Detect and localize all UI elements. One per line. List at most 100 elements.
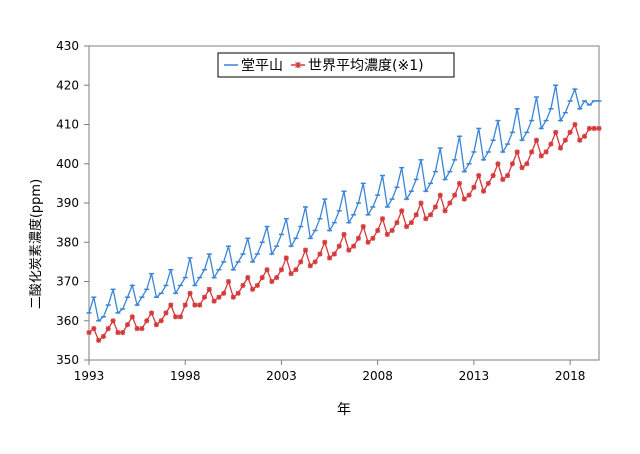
marker-stroke — [572, 122, 578, 127]
marker-stroke — [495, 161, 501, 167]
data-point — [365, 239, 371, 245]
marker-stroke — [519, 165, 525, 171]
y-tick-label: 380 — [56, 235, 79, 249]
marker-stroke — [413, 212, 419, 218]
data-point — [153, 322, 159, 328]
legend: 堂平山 世界平均濃度(※1) — [217, 52, 455, 78]
data-point — [447, 200, 453, 206]
marker-stroke — [129, 314, 135, 320]
marker-stroke — [216, 294, 222, 300]
marker-stroke — [384, 231, 390, 237]
data-point — [476, 173, 482, 179]
marker-stroke — [173, 314, 179, 320]
data-point — [134, 326, 140, 332]
x-axis-title: 年 — [337, 402, 351, 418]
data-point — [495, 161, 501, 167]
data-point — [331, 251, 337, 257]
data-point — [548, 141, 554, 147]
y-tick-label: 350 — [56, 353, 79, 367]
marker-stroke — [548, 141, 554, 147]
marker-stroke — [509, 161, 515, 167]
data-point — [490, 173, 496, 179]
y-tick-label: 370 — [56, 275, 79, 289]
marker-stroke — [514, 149, 520, 155]
marker-stroke — [466, 192, 472, 198]
data-point — [288, 271, 294, 277]
marker-stroke — [96, 337, 102, 343]
data-point — [346, 247, 352, 253]
marker-stroke — [264, 267, 270, 273]
marker-stroke — [380, 216, 385, 222]
data-point — [110, 318, 116, 324]
data-point — [509, 161, 515, 167]
marker-stroke — [481, 188, 486, 194]
marker-stroke — [182, 302, 188, 308]
marker-stroke — [168, 302, 174, 308]
marker-stroke — [336, 243, 342, 249]
data-point — [105, 326, 111, 332]
marker-stroke — [524, 161, 530, 167]
data-point — [524, 161, 530, 167]
marker-stroke — [303, 247, 308, 253]
marker-stroke — [327, 255, 332, 261]
data-point — [139, 326, 145, 332]
data-point — [514, 149, 520, 155]
legend-label-1: 堂平山 — [241, 58, 283, 74]
data-point — [100, 333, 106, 339]
data-point — [586, 125, 592, 131]
marker-stroke — [471, 184, 477, 190]
marker-stroke — [177, 314, 183, 320]
marker-stroke — [543, 149, 549, 155]
x-tick-label: 1993 — [74, 369, 105, 383]
y-tick-label: 360 — [56, 314, 79, 328]
marker-stroke — [529, 149, 535, 155]
data-point — [322, 239, 328, 245]
data-point — [144, 318, 150, 324]
marker-stroke — [553, 129, 559, 135]
data-point — [591, 125, 597, 131]
data-point — [317, 251, 323, 257]
data-point — [91, 326, 97, 332]
data-point — [456, 180, 462, 186]
data-point — [418, 200, 424, 206]
data-point — [274, 275, 280, 281]
marker-stroke — [490, 173, 496, 178]
marker-stroke — [558, 145, 563, 151]
data-point — [562, 137, 568, 143]
data-point — [596, 125, 602, 131]
data-point — [355, 235, 361, 241]
data-point — [582, 133, 588, 139]
data-point — [149, 310, 155, 316]
marker-stroke — [293, 267, 299, 273]
marker-stroke — [317, 251, 323, 257]
data-point — [250, 286, 256, 292]
data-point — [86, 330, 92, 336]
data-point — [533, 137, 539, 143]
data-point — [129, 314, 135, 320]
data-point — [432, 204, 438, 210]
marker-stroke — [226, 279, 231, 284]
data-point — [471, 184, 477, 190]
marker-stroke — [408, 220, 414, 226]
data-point — [269, 279, 275, 284]
data-point — [423, 216, 429, 222]
marker-stroke — [259, 275, 265, 280]
marker-stroke — [457, 180, 462, 186]
data-point — [408, 220, 414, 226]
data-point — [177, 314, 183, 320]
data-point — [399, 208, 405, 214]
data-point — [187, 290, 193, 296]
marker-stroke — [221, 290, 227, 296]
marker-stroke — [577, 137, 583, 143]
marker-stroke — [192, 302, 198, 308]
x-tick-label: 2013 — [459, 369, 490, 383]
marker-stroke — [452, 192, 458, 198]
axes-layer: 350 360 370 380 390 400 410 420 430 1993 1998 2003 2… — [56, 39, 600, 383]
data-point — [96, 337, 102, 343]
data-point — [558, 145, 564, 151]
marker-stroke — [149, 310, 154, 316]
data-point — [538, 153, 544, 159]
marker-stroke — [534, 137, 539, 143]
marker-stroke — [418, 200, 424, 206]
